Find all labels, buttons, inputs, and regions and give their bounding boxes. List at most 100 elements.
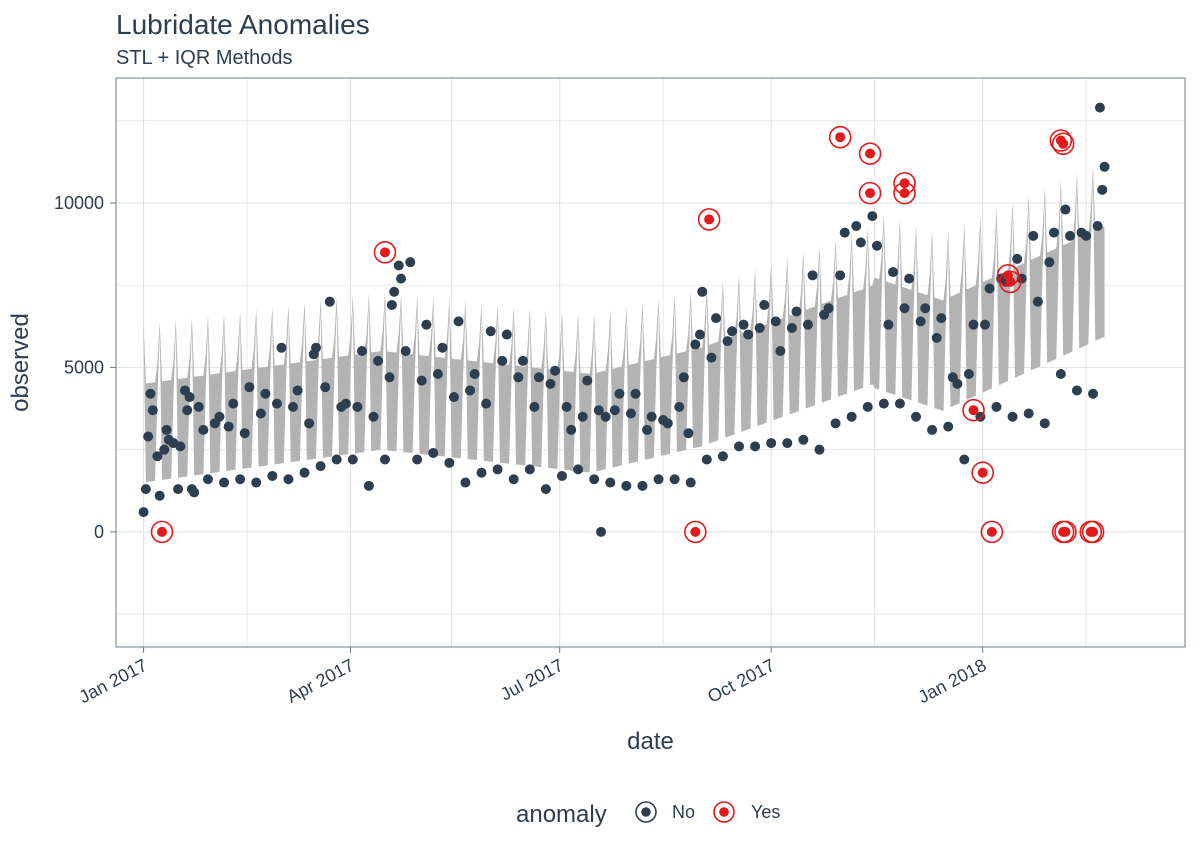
data-point <box>690 339 701 350</box>
data-point <box>529 401 540 412</box>
data-point <box>642 424 653 435</box>
anomaly-point <box>977 467 988 478</box>
data-point <box>255 408 266 419</box>
data-point <box>786 322 797 333</box>
data-point <box>823 303 834 314</box>
data-point <box>1088 388 1099 399</box>
data-point <box>600 411 611 422</box>
y-tick-label: 0 <box>94 522 104 542</box>
data-point <box>193 401 204 412</box>
x-tick-label: Jul 2017 <box>497 655 566 705</box>
anomaly-point <box>1058 138 1069 149</box>
data-point <box>219 477 230 488</box>
data-point <box>770 316 781 327</box>
data-point <box>1094 102 1105 113</box>
data-point <box>373 355 384 366</box>
data-point <box>469 369 480 380</box>
data-point <box>421 319 432 330</box>
data-point <box>802 319 813 330</box>
data-point <box>717 451 728 462</box>
data-point <box>1048 227 1059 238</box>
anomaly-ring <box>998 270 1022 294</box>
data-point <box>915 316 926 327</box>
data-point <box>1065 230 1076 241</box>
data-point <box>198 424 209 435</box>
y-tick-label: 5000 <box>64 357 104 377</box>
data-point <box>694 329 705 340</box>
anomaly-point <box>899 188 910 199</box>
anomaly-ring <box>1081 520 1105 544</box>
data-point <box>288 401 299 412</box>
data-point <box>448 392 459 403</box>
data-point <box>492 464 503 475</box>
data-point <box>963 369 974 380</box>
data-point <box>173 484 184 495</box>
data-point <box>481 398 492 409</box>
data-point <box>347 454 358 465</box>
anomaly-point <box>379 247 390 258</box>
data-point <box>485 326 496 337</box>
data-point <box>566 424 577 435</box>
anomaly-ring <box>828 125 852 149</box>
points-group <box>138 102 1110 544</box>
data-point <box>400 345 411 356</box>
data-point <box>766 438 777 449</box>
data-point <box>678 372 689 383</box>
data-point <box>202 474 213 485</box>
seasonal-band <box>143 164 1105 483</box>
data-point <box>189 487 200 498</box>
data-point <box>550 365 561 376</box>
legend <box>635 801 735 823</box>
data-point <box>545 378 556 389</box>
data-point <box>855 237 866 248</box>
data-point <box>1092 221 1103 232</box>
data-point <box>1012 253 1023 264</box>
anomaly-point <box>986 526 997 537</box>
data-point <box>1055 369 1066 380</box>
data-point <box>513 372 524 383</box>
data-point <box>927 424 938 435</box>
data-point <box>315 461 326 472</box>
data-point <box>662 418 673 429</box>
legend-dot-no <box>641 807 651 817</box>
anomaly-ring <box>1049 129 1073 152</box>
data-point <box>711 313 722 324</box>
data-point <box>697 286 708 297</box>
data-point <box>630 388 641 399</box>
data-point <box>798 434 809 445</box>
anomaly-ring <box>893 181 916 205</box>
anomaly-point <box>865 188 876 199</box>
data-point <box>363 480 374 491</box>
data-point <box>577 411 588 422</box>
data-point <box>1039 418 1050 429</box>
data-point <box>582 375 593 386</box>
data-point <box>154 490 165 501</box>
data-point <box>331 454 342 465</box>
data-point <box>727 326 738 337</box>
data-point <box>759 299 770 310</box>
data-point <box>851 221 862 232</box>
data-point <box>416 375 427 386</box>
x-tick-label: Jan 2018 <box>915 655 990 707</box>
anomaly-point <box>1060 526 1071 537</box>
data-point <box>596 526 607 537</box>
data-point <box>534 372 545 383</box>
data-point <box>683 428 694 439</box>
data-point <box>143 431 154 442</box>
data-point <box>911 411 922 422</box>
data-point <box>899 303 910 314</box>
plot-border <box>115 77 1186 648</box>
anomaly-ring <box>858 142 882 165</box>
data-point <box>299 467 310 478</box>
data-point <box>214 411 225 422</box>
y-axis-label: observed <box>7 313 34 412</box>
data-point <box>324 296 335 307</box>
data-point <box>283 474 294 485</box>
data-point <box>593 405 604 416</box>
data-point <box>405 257 416 268</box>
data-point <box>311 342 322 353</box>
data-point <box>384 372 395 383</box>
data-point <box>1032 296 1043 307</box>
data-point <box>276 342 287 353</box>
data-point <box>782 438 793 449</box>
